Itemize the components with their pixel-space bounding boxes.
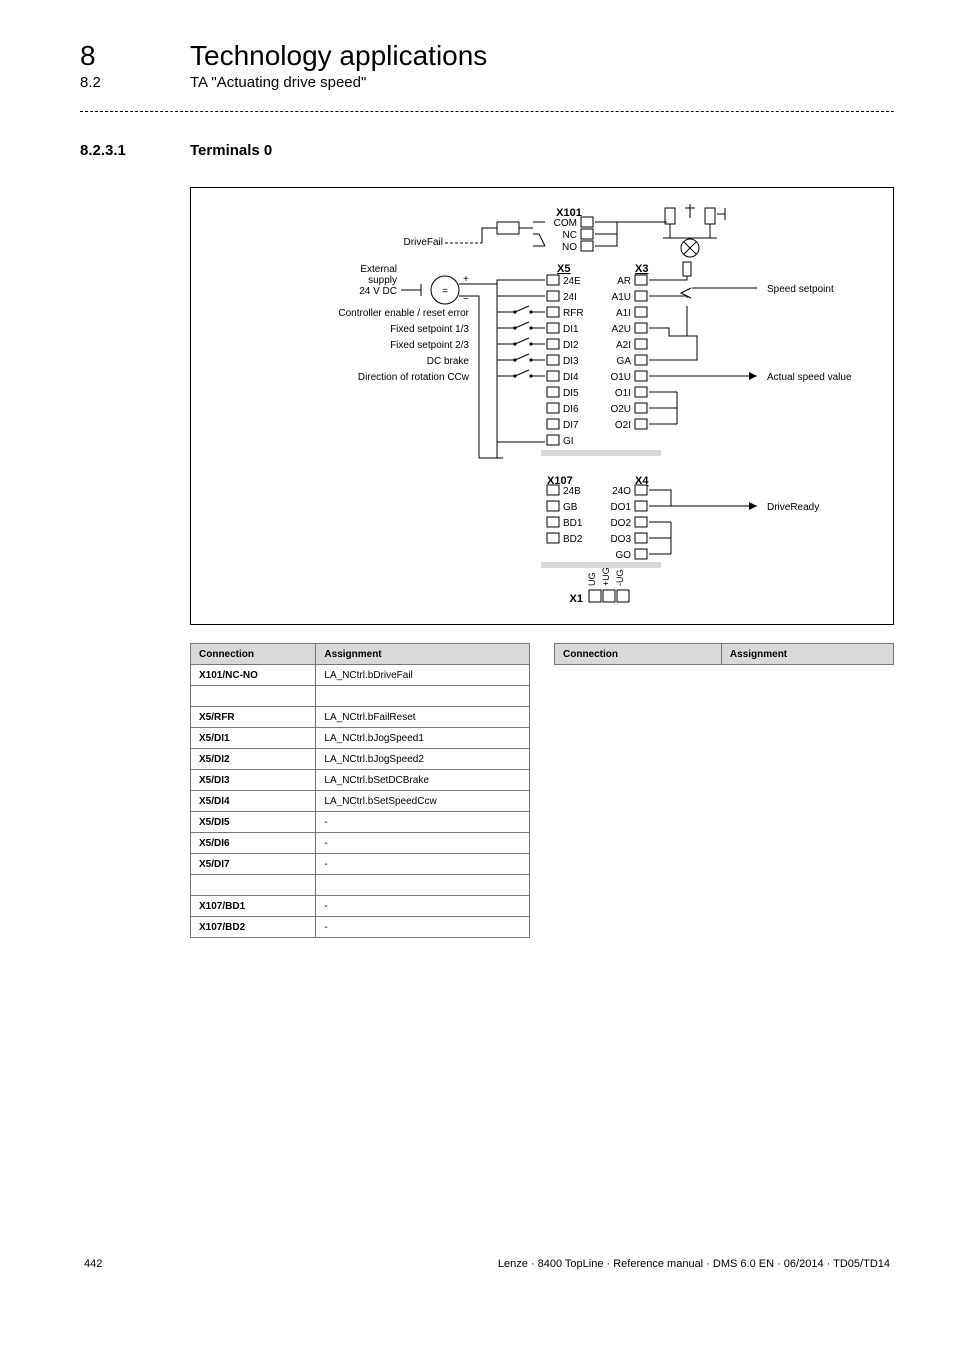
svg-text:Actual speed value: Actual speed value [767, 372, 852, 383]
table-row: X101/NC-NOLA_NCtrl.bDriveFail [191, 665, 530, 686]
section-number: 8.2 [80, 74, 190, 91]
svg-text:A2U: A2U [612, 324, 631, 335]
svg-text:BD2: BD2 [563, 534, 583, 545]
svg-text:24 V DC: 24 V DC [359, 286, 397, 297]
col-assignment: Assignment [316, 644, 530, 665]
footer-text: Lenze · 8400 TopLine · Reference manual … [498, 1258, 890, 1270]
svg-text:24I: 24I [563, 292, 577, 303]
table-row [191, 686, 530, 707]
subsection-title: Terminals 0 [190, 142, 272, 159]
svg-text:DriveFail: DriveFail [404, 237, 443, 248]
svg-text:A1I: A1I [616, 308, 631, 319]
svg-text:DO2: DO2 [610, 518, 631, 529]
svg-text:DriveReady: DriveReady [767, 502, 819, 513]
svg-text:RFR: RFR [563, 308, 584, 319]
svg-text:24B: 24B [563, 486, 581, 497]
svg-text:GI: GI [563, 436, 574, 447]
svg-text:DI3: DI3 [563, 356, 579, 367]
table-row [191, 875, 530, 896]
table-row: X5/RFRLA_NCtrl.bFailReset [191, 707, 530, 728]
col-connection: Connection [191, 644, 316, 665]
svg-text:DO1: DO1 [610, 502, 631, 513]
svg-text:NO: NO [562, 242, 577, 253]
svg-text:O1U: O1U [610, 372, 631, 383]
svg-text:X5: X5 [557, 263, 570, 275]
svg-text:DO3: DO3 [610, 534, 631, 545]
right-connection-table: Connection Assignment [554, 643, 894, 938]
chapter-title: Technology applications [190, 40, 487, 72]
svg-text:Fixed setpoint 2/3: Fixed setpoint 2/3 [390, 340, 469, 351]
svg-text:DI2: DI2 [563, 340, 579, 351]
svg-text:External: External [360, 264, 397, 275]
svg-text:DI6: DI6 [563, 404, 579, 415]
svg-text:Controller enable / reset erro: Controller enable / reset error [338, 308, 469, 319]
col-connection: Connection [555, 644, 722, 665]
svg-text:NC: NC [563, 230, 577, 241]
svg-text:GA: GA [617, 356, 632, 367]
svg-text:Fixed setpoint 1/3: Fixed setpoint 1/3 [390, 324, 469, 335]
svg-text:24O: 24O [612, 486, 631, 497]
separator [80, 111, 894, 112]
svg-text:O2I: O2I [615, 420, 631, 431]
chapter-number: 8 [80, 40, 190, 72]
table-row: X107/BD2- [191, 917, 530, 938]
svg-text:Direction of rotation CCw: Direction of rotation CCw [358, 372, 470, 383]
col-assignment: Assignment [721, 644, 893, 665]
section-title: TA "Actuating drive speed" [190, 74, 366, 91]
svg-text:supply: supply [368, 275, 397, 286]
table-row: X5/DI5- [191, 812, 530, 833]
wiring-diagram: X101 COMNCNO DriveFail [190, 187, 894, 625]
page-number: 442 [84, 1258, 102, 1270]
svg-text:+UG: +UG [601, 567, 611, 586]
svg-text:GB: GB [563, 502, 578, 513]
table-row: X5/DI7- [191, 854, 530, 875]
svg-text:A1U: A1U [612, 292, 631, 303]
svg-text:BD1: BD1 [563, 518, 583, 529]
svg-text:O1I: O1I [615, 388, 631, 399]
svg-text:=: = [442, 286, 448, 297]
svg-text:DI5: DI5 [563, 388, 579, 399]
svg-text:COM: COM [554, 218, 577, 229]
subsection-number: 8.2.3.1 [80, 142, 190, 159]
svg-text:24E: 24E [563, 276, 581, 287]
table-row: X5/DI1LA_NCtrl.bJogSpeed1 [191, 728, 530, 749]
svg-text:X3: X3 [635, 263, 648, 275]
svg-text:UG: UG [587, 573, 597, 587]
table-row: X5/DI6- [191, 833, 530, 854]
svg-text:+: + [463, 274, 469, 285]
svg-text:GO: GO [615, 550, 631, 561]
svg-text:Speed setpoint: Speed setpoint [767, 284, 834, 295]
table-row: X107/BD1- [191, 896, 530, 917]
svg-text:-UG: -UG [615, 570, 625, 587]
svg-text:AR: AR [617, 276, 631, 287]
left-connection-table: Connection Assignment X101/NC-NOLA_NCtrl… [190, 643, 530, 938]
svg-text:DI7: DI7 [563, 420, 579, 431]
svg-text:DI1: DI1 [563, 324, 579, 335]
svg-text:O2U: O2U [610, 404, 631, 415]
svg-text:DC brake: DC brake [427, 356, 470, 367]
table-row: X5/DI4LA_NCtrl.bSetSpeedCcw [191, 791, 530, 812]
table-row: X5/DI2LA_NCtrl.bJogSpeed2 [191, 749, 530, 770]
svg-text:A2I: A2I [616, 340, 631, 351]
svg-text:DI4: DI4 [563, 372, 579, 383]
svg-text:X1: X1 [570, 593, 583, 605]
table-row: X5/DI3LA_NCtrl.bSetDCBrake [191, 770, 530, 791]
